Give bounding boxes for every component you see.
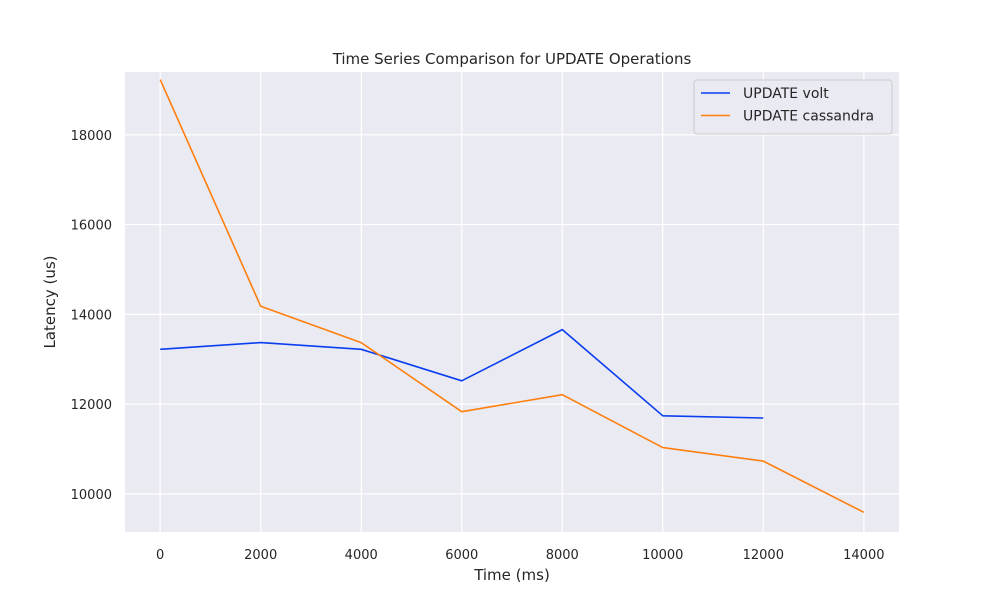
x-tick-label: 14000 (843, 548, 884, 563)
y-tick-label: 14000 (71, 308, 112, 323)
legend: UPDATE volt UPDATE cassandra (693, 79, 893, 135)
x-tick-label: 8000 (546, 548, 579, 563)
grid (125, 72, 899, 532)
y-tick-labels: 10000 12000 14000 16000 18000 (71, 129, 112, 503)
x-tick-label: 12000 (743, 548, 784, 563)
series-lines (159, 79, 865, 514)
legend-label-1: UPDATE volt (743, 86, 829, 102)
y-tick-label: 16000 (71, 219, 112, 234)
x-tick-label: 10000 (642, 548, 683, 563)
x-tick-label: 6000 (445, 548, 478, 563)
y-tick-label: 10000 (71, 488, 112, 503)
chart-title: Time Series Comparison for UPDATE Operat… (332, 50, 692, 68)
x-tick-labels: 0 2000 4000 6000 8000 10000 12000 14000 (156, 548, 884, 563)
series-line-1 (160, 328, 764, 419)
x-tick-label: 0 (156, 548, 164, 563)
plot-area (125, 72, 899, 532)
x-tick-label: 4000 (345, 548, 378, 563)
legend-box (693, 79, 893, 135)
x-tick-label: 2000 (244, 548, 277, 563)
y-axis-label: Latency (us) (41, 255, 59, 348)
series-line-2 (159, 79, 865, 514)
legend-label-2: UPDATE cassandra (743, 109, 874, 125)
x-axis-label: Time (ms) (473, 566, 550, 584)
y-tick-label: 12000 (71, 398, 112, 413)
y-tick-label: 18000 (71, 129, 112, 144)
